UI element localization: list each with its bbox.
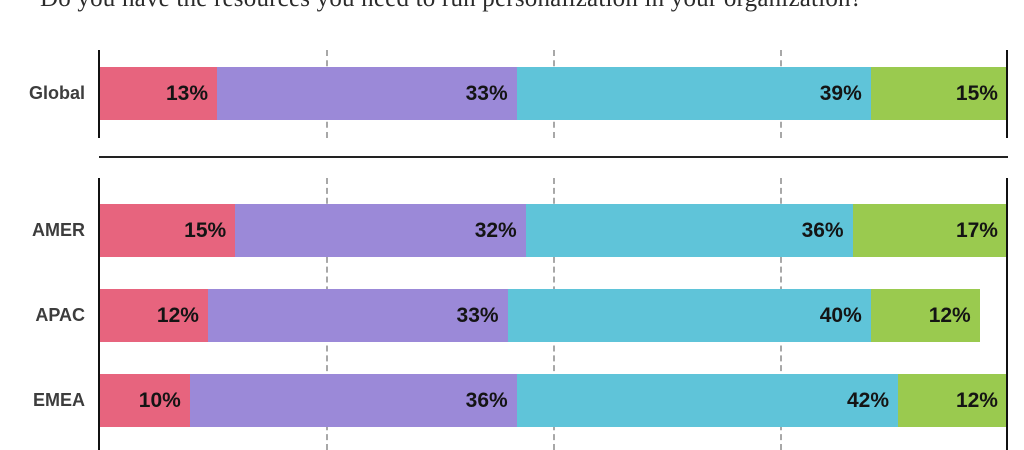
category-label-emea: EMEA — [32, 390, 85, 410]
bar-segment-teal: 42% — [516, 374, 899, 427]
segment-value-label: 17% — [955, 218, 998, 242]
segment-value-label: 15% — [184, 218, 227, 242]
bar-segment-pink: 13% — [99, 67, 218, 120]
bar-segment-pink: 10% — [99, 374, 190, 427]
segment-value-label: 15% — [955, 81, 998, 105]
segment-value-label: 33% — [456, 303, 499, 327]
panel-separator — [99, 156, 1008, 158]
global-chart-panel: Global 13% 33% 39% 15% — [29, 50, 1008, 138]
regions-chart-panel: AMER 15% 32% 36% 17% APAC 12% 33% 40% 12% EMEA 10% 3… — [32, 178, 1008, 450]
stacked-bar-apac: 12% 33% 40% 12% — [99, 289, 1007, 342]
category-label-amer: AMER — [32, 220, 85, 240]
bar-segment-green: 12% — [898, 374, 1007, 427]
segment-value-label: 36% — [801, 218, 844, 242]
bar-segment-teal: 36% — [525, 204, 853, 257]
axis-line-left — [98, 178, 100, 450]
segment-value-label: 13% — [166, 81, 209, 105]
axis-line-left — [98, 50, 100, 138]
axis-line-right — [1006, 50, 1008, 138]
segment-value-label: 10% — [138, 388, 181, 412]
segment-value-label: 33% — [465, 81, 508, 105]
segment-value-label: 12% — [156, 303, 199, 327]
bar-row-amer: AMER 15% 32% 36% 17% — [32, 204, 1007, 257]
bar-segment-green: 12% — [870, 289, 980, 342]
segment-value-label: 32% — [474, 218, 517, 242]
bar-row-apac: APAC 12% 33% 40% 12% — [35, 289, 1007, 342]
bar-segment-purple: 33% — [207, 289, 508, 342]
bar-segment-green: 17% — [852, 204, 1007, 257]
bar-segment-teal: 39% — [516, 67, 871, 120]
bar-segment-purple: 33% — [217, 67, 517, 120]
stacked-bar-emea: 10% 36% 42% 12% — [99, 374, 1007, 427]
segment-value-label: 12% — [955, 388, 998, 412]
bar-row-global: Global 13% 33% 39% 15% — [29, 67, 1007, 120]
axis-line-right — [1006, 178, 1008, 450]
bar-segment-pink: 12% — [99, 289, 208, 342]
bar-segment-purple: 32% — [235, 204, 526, 257]
stacked-bar-global: 13% 33% 39% 15% — [99, 67, 1007, 120]
stacked-bar-amer: 15% 32% 36% 17% — [99, 204, 1007, 257]
bar-segment-green: 15% — [870, 67, 1007, 120]
bar-segment-pink: 15% — [99, 204, 236, 257]
bar-segment-purple: 36% — [189, 374, 517, 427]
segment-value-label: 40% — [819, 303, 862, 327]
segment-value-label: 42% — [847, 388, 890, 412]
segment-value-label: 39% — [819, 81, 862, 105]
category-label-global: Global — [28, 83, 85, 103]
bar-segment-teal: 40% — [507, 289, 871, 342]
category-label-apac: APAC — [35, 305, 85, 325]
chart-title: Do you have the resources you need to ru… — [40, 0, 1010, 13]
segment-value-label: 12% — [928, 303, 971, 327]
bar-row-emea: EMEA 10% 36% 42% 12% — [33, 374, 1007, 427]
segment-value-label: 36% — [465, 388, 508, 412]
